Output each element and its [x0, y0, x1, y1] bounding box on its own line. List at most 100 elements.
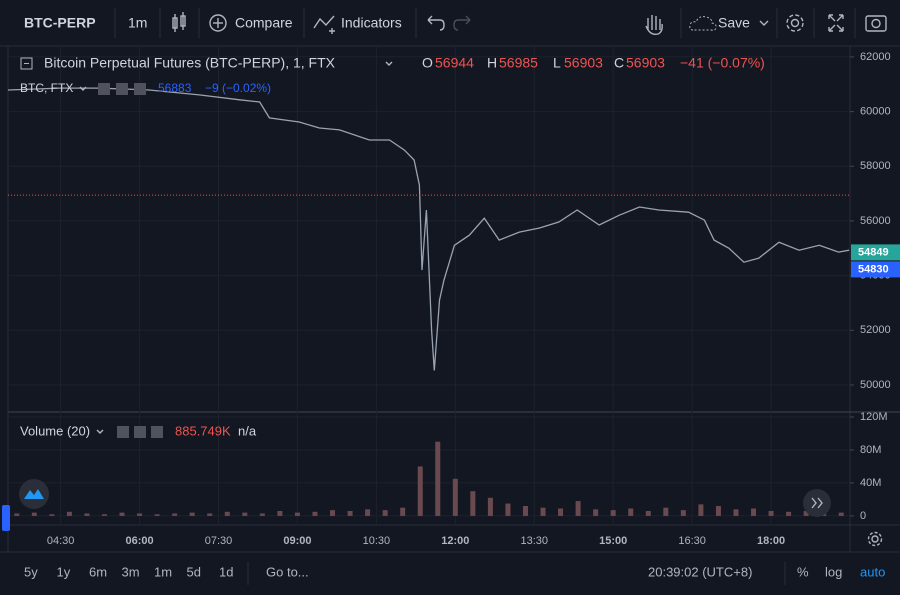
low-label: L [553, 55, 561, 71]
toolbar: BTC-PERP 1m Compare Indicators Save [0, 8, 900, 47]
range-button[interactable]: 3m [122, 564, 140, 579]
volume-bar [452, 478, 458, 516]
title-dropdown[interactable] [385, 61, 393, 66]
volume-bar [365, 509, 371, 516]
fullscreen-button[interactable] [828, 14, 844, 32]
percent-button[interactable]: % [797, 564, 809, 579]
volume-bar [610, 510, 616, 516]
x-tick-label: 10:30 [363, 535, 391, 547]
goto-button[interactable]: Go to... [266, 564, 309, 579]
volume-bar [382, 510, 388, 516]
settings-button[interactable] [786, 14, 804, 32]
eye-button[interactable] [117, 426, 129, 438]
y-tick-label: 52000 [860, 324, 891, 336]
compare-dropdown[interactable] [79, 86, 87, 91]
logo-icon [24, 489, 44, 499]
volume-bar [101, 514, 107, 516]
volume-bar [838, 512, 844, 516]
remove-button[interactable] [134, 83, 146, 95]
eye-button[interactable] [98, 83, 110, 95]
range-button[interactable]: 1m [154, 564, 172, 579]
range-button[interactable]: 5d [187, 564, 201, 579]
volume-bar [312, 511, 318, 516]
range-button[interactable]: 6m [89, 564, 107, 579]
y-tick-label: 58000 [860, 160, 891, 172]
hand-icon[interactable] [645, 15, 663, 36]
volume-bar [66, 511, 72, 516]
volume-bar [154, 514, 160, 516]
range-button[interactable]: 1d [219, 564, 233, 579]
x-tick-label: 18:00 [757, 535, 785, 547]
range-button[interactable]: 5y [24, 564, 38, 579]
volume-bar [751, 508, 757, 516]
volume-bar [575, 501, 581, 516]
volume-extra: n/a [238, 423, 257, 438]
volume-bar [242, 512, 248, 516]
volume-bar [189, 512, 195, 516]
volume-bar [680, 510, 686, 516]
low-value: 56903 [564, 55, 603, 71]
settings-small-button[interactable] [116, 83, 128, 95]
volume-bar [49, 514, 55, 516]
volume-title: Volume (20) [20, 423, 90, 438]
y-tick-label: 0 [860, 510, 866, 522]
open-value: 56944 [435, 55, 474, 71]
indicators-button[interactable]: Indicators [341, 15, 402, 31]
logo-button[interactable] [19, 479, 49, 509]
save-button[interactable]: Save [718, 15, 750, 31]
interval-button[interactable]: 1m [128, 15, 147, 31]
plot: 04:30 06:00 07:30 09:00 10:30 12:00 13:30 15:00… [7, 46, 900, 547]
y-tick-label: 40M [860, 477, 881, 489]
volume-bar [487, 497, 493, 516]
volume-bar [417, 466, 423, 516]
volume-legend: Volume (20) 885.749K n/a [20, 423, 257, 438]
x-tick-label: 09:00 [283, 535, 311, 547]
y-tick-label: 80M [860, 444, 881, 456]
volume-bar [294, 512, 300, 516]
volume-dropdown[interactable] [96, 429, 104, 434]
compare-button[interactable]: Compare [235, 15, 293, 31]
compare-icon[interactable] [209, 14, 227, 32]
chart-type-icon[interactable] [172, 12, 186, 32]
range-button[interactable]: 1y [57, 564, 71, 579]
x-tick-label: 07:30 [205, 535, 233, 547]
symbol-button[interactable]: BTC-PERP [24, 15, 96, 31]
scroll-right-button[interactable] [803, 489, 831, 517]
side-toggle[interactable] [2, 505, 10, 531]
volume-bar [522, 506, 528, 516]
redo-button[interactable] [453, 15, 471, 31]
save-dropdown[interactable] [759, 20, 769, 26]
axis-settings-button[interactable] [867, 531, 883, 547]
settings-small-button[interactable] [134, 426, 146, 438]
symbol-title: Bitcoin Perpetual Futures (BTC-PERP), 1,… [44, 55, 336, 71]
y-tick-label: 56000 [860, 215, 891, 227]
screenshot-button[interactable] [865, 15, 887, 32]
log-button[interactable]: log [825, 564, 842, 579]
scroll-right-icon [811, 497, 823, 509]
x-tick-label: 06:00 [125, 535, 153, 547]
price-label-box [851, 244, 900, 261]
auto-button[interactable]: auto [860, 564, 885, 579]
volume-value: 885.749K [175, 423, 231, 438]
volume-bar [803, 510, 809, 516]
volume-bar [277, 510, 283, 516]
y-tick-label: 120M [860, 411, 888, 423]
undo-button[interactable] [427, 15, 445, 31]
compare-price: 56883 [158, 81, 192, 95]
volume-bar [540, 507, 546, 516]
compare-title: BTC, FTX [20, 81, 73, 95]
remove-button[interactable] [151, 426, 163, 438]
volume-bar [31, 512, 37, 516]
volume-bar [14, 513, 20, 516]
x-tick-label: 04:30 [47, 535, 75, 547]
indicators-icon[interactable] [313, 15, 335, 34]
main-legend: Bitcoin Perpetual Futures (BTC-PERP), 1,… [20, 55, 765, 71]
volume-bar [435, 441, 441, 516]
volume-bar [505, 503, 511, 516]
collapse-icon[interactable] [20, 57, 33, 70]
open-label: O [422, 55, 433, 71]
close-label: C [614, 55, 624, 71]
x-tick-label: 12:00 [441, 535, 469, 547]
volume-bar [119, 512, 125, 516]
